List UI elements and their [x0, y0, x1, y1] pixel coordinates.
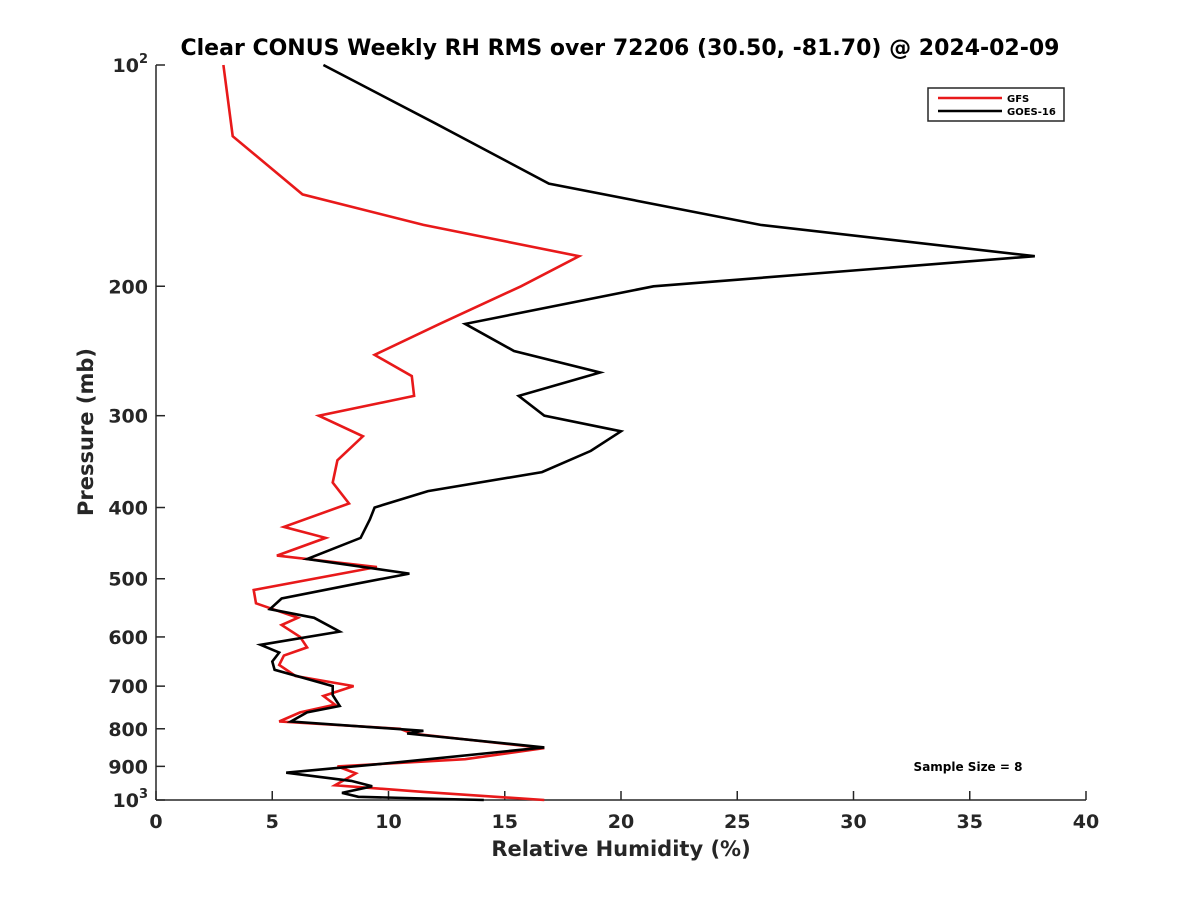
sample-size-annotation: Sample Size = 8 [914, 760, 1023, 774]
y-axis-title: Pressure (mb) [74, 348, 98, 516]
y-tick-label-base: 400 [108, 498, 148, 520]
legend-label: GOES-16 [1007, 107, 1056, 118]
chart-title: Clear CONUS Weekly RH RMS over 72206 (30… [181, 36, 1060, 61]
x-axis-title: Relative Humidity (%) [491, 837, 750, 861]
y-tick-label: 400 [108, 498, 148, 520]
y-tick-label: 300 [108, 406, 148, 428]
y-tick-label-base: 10 [113, 790, 139, 812]
y-tick-label-base: 300 [108, 406, 148, 428]
x-tick-label: 5 [266, 811, 279, 833]
y-tick-label-exponent: 2 [139, 52, 148, 67]
y-tick-label: 500 [108, 569, 148, 591]
y-tick-label: 102 [113, 52, 149, 77]
y-tick-label-base: 900 [108, 756, 148, 778]
y-tick-label: 800 [108, 719, 148, 741]
series-line-gfs [222, 64, 583, 802]
axis-ticks: 0 5 10 15 20 25 30 35 40102200300400500600700800… [108, 52, 1099, 833]
legend-label: GFS [1007, 94, 1029, 105]
y-tick-label: 103 [113, 787, 149, 812]
y-tick-label: 200 [108, 276, 148, 298]
x-tick-label: 40 [1073, 811, 1099, 833]
x-tick-label: 15 [492, 811, 518, 833]
y-tick-label-exponent: 3 [139, 787, 148, 802]
x-tick-label: 30 [840, 811, 866, 833]
x-tick-label: 35 [957, 811, 983, 833]
y-tick-label: 600 [108, 627, 148, 649]
x-tick-label: 10 [375, 811, 401, 833]
series-lines [222, 63, 1035, 802]
x-tick-label: 25 [724, 811, 750, 833]
y-tick-label-base: 10 [113, 55, 139, 77]
y-tick-label-base: 800 [108, 719, 148, 741]
legend: GFS GOES-16 [927, 87, 1065, 122]
legend-box [927, 87, 1065, 122]
series-line-goes-16 [255, 63, 1035, 802]
x-tick-label: 20 [608, 811, 634, 833]
x-tick-label: 0 [149, 811, 162, 833]
y-tick-label: 700 [108, 676, 148, 698]
y-tick-label-base: 600 [108, 627, 148, 649]
y-tick-label-base: 200 [108, 276, 148, 298]
y-tick-label-base: 500 [108, 569, 148, 591]
y-tick-label-base: 700 [108, 676, 148, 698]
y-tick-label: 900 [108, 756, 148, 778]
